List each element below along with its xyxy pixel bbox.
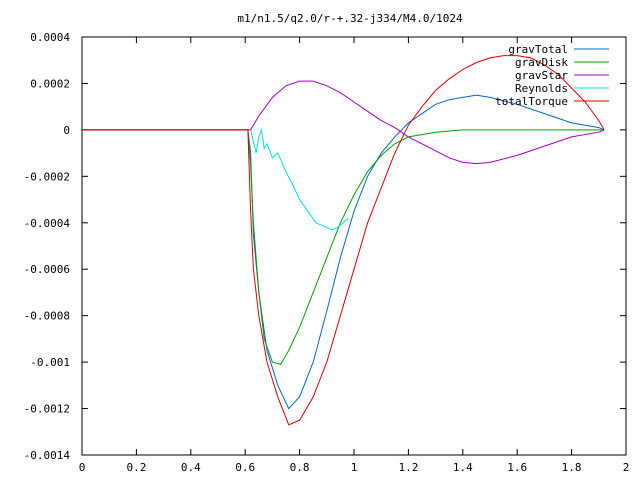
- x-tick-label: 1.2: [398, 461, 418, 474]
- x-tick-label: 0.4: [181, 461, 201, 474]
- legend-label-totalTorque: totalTorque: [495, 95, 568, 108]
- y-tick-label: -0.0008: [24, 310, 70, 323]
- y-tick-label: -0.0006: [24, 263, 70, 276]
- series-line-gravTotal: [82, 94, 605, 410]
- y-tick-label: -0.001: [30, 356, 70, 369]
- y-tick-label: 0: [63, 124, 70, 137]
- legend: gravTotalgravDiskgravStarReynoldstotalTo…: [495, 43, 609, 108]
- series-line-gravDisk: [82, 129, 605, 365]
- series-layer: [82, 55, 605, 426]
- y-tick-label: -0.0002: [24, 170, 70, 183]
- series-line-totalTorque: [82, 55, 605, 426]
- y-tick-label: 0.0004: [30, 31, 70, 44]
- y-tick-label: 0.0002: [30, 77, 70, 90]
- legend-label-Reynolds: Reynolds: [515, 82, 568, 95]
- series-line-Reynolds: [250, 127, 349, 231]
- legend-label-gravStar: gravStar: [515, 69, 568, 82]
- y-tick-label: -0.0004: [24, 217, 71, 230]
- y-tick-label: -0.0012: [24, 403, 70, 416]
- x-tick-label: 1: [351, 461, 358, 474]
- x-tick-label: 1.8: [562, 461, 582, 474]
- series-line-gravStar: [82, 80, 605, 165]
- x-tick-label: 0.8: [290, 461, 310, 474]
- y-tick-label: -0.0014: [24, 449, 71, 462]
- x-tick-label: 0: [79, 461, 86, 474]
- chart-title: m1/n1.5/q2.0/r-+.32-j334/M4.0/1024: [237, 12, 463, 25]
- x-tick-label: 2: [623, 461, 630, 474]
- legend-label-gravDisk: gravDisk: [515, 56, 568, 69]
- x-tick-label: 1.6: [507, 461, 527, 474]
- x-tick-label: 1.4: [453, 461, 473, 474]
- legend-label-gravTotal: gravTotal: [508, 43, 568, 56]
- axis-ticks: 0 0.2 0.4 0.6 0.8 1 1.2 1.4 1.6 1.8 2 0.0004 0.0002 0…: [24, 31, 630, 474]
- x-tick-label: 0.6: [235, 461, 255, 474]
- x-tick-label: 0.2: [126, 461, 146, 474]
